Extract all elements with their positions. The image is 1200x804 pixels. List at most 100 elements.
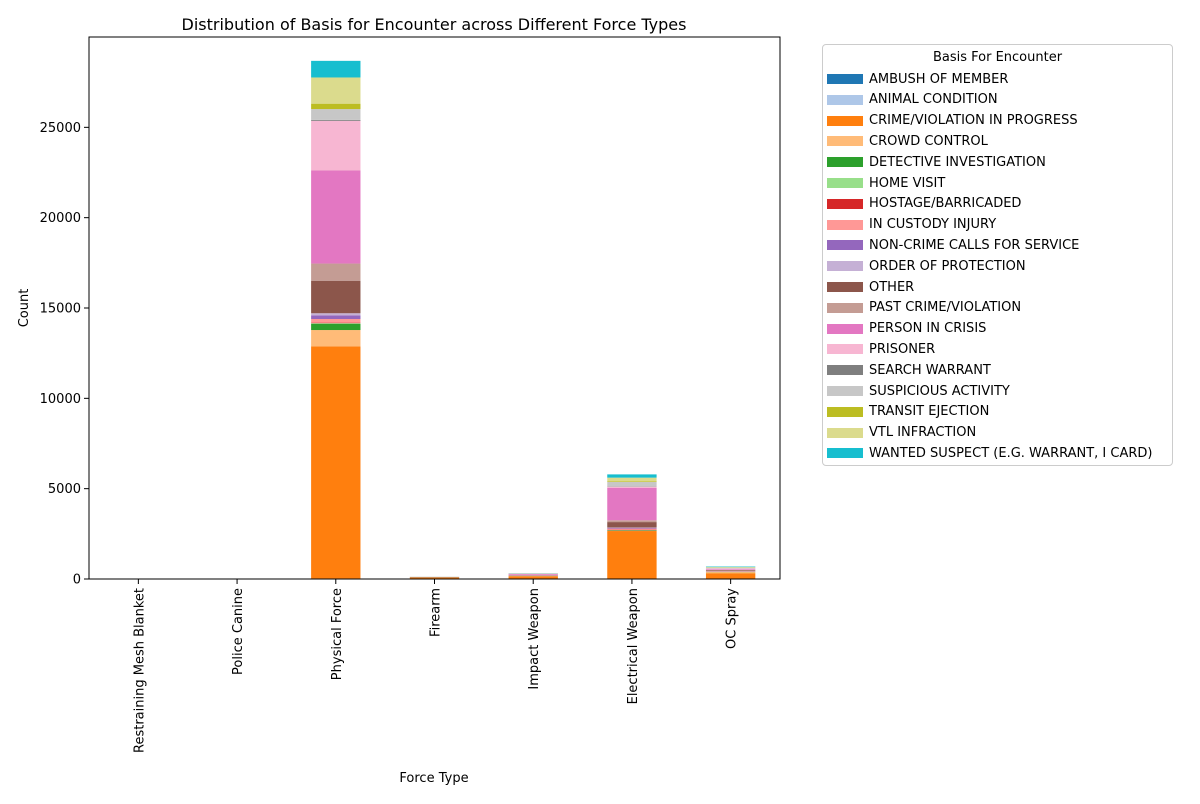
bar-segment: [706, 567, 755, 568]
bar-segment: [706, 570, 755, 571]
bar-segment: [607, 478, 656, 482]
bar-segment: [607, 529, 656, 530]
plot-frame: [89, 37, 780, 579]
bar-segment: [706, 572, 755, 573]
legend-swatch: [827, 261, 863, 271]
bar-segment: [706, 570, 755, 571]
bar-segment: [311, 104, 360, 109]
legend-item: OTHER: [827, 277, 914, 297]
legend-item: HOME VISIT: [827, 173, 945, 193]
legend-swatch: [827, 324, 863, 334]
bar-segment: [706, 573, 755, 579]
legend-label: ANIMAL CONDITION: [869, 92, 998, 107]
bar-segment: [607, 488, 656, 521]
x-tick-label: OC Spray: [725, 588, 740, 649]
y-tick-label: 15000: [40, 302, 81, 317]
legend-label: DETECTIVE INVESTIGATION: [869, 155, 1046, 170]
legend-item: IN CUSTODY INJURY: [827, 215, 996, 235]
y-axis: 0 5000 10000 15000 20000 25000: [40, 121, 89, 588]
bar-segment: [311, 323, 360, 324]
bar-segment: [311, 323, 360, 324]
legend-swatch: [827, 386, 863, 396]
legend-label: CRIME/VIOLATION IN PROGRESS: [869, 113, 1078, 128]
legend-label: TRANSIT EJECTION: [869, 404, 989, 419]
bar-segment: [311, 330, 360, 346]
bar-segment: [607, 530, 656, 531]
bar-segment: [311, 346, 360, 578]
x-tick-label: Restraining Mesh Blanket: [132, 588, 147, 753]
legend-swatch: [827, 448, 863, 458]
legend-swatch: [827, 178, 863, 188]
bars-layer: [114, 61, 756, 579]
legend-swatch: [827, 344, 863, 354]
bar-segment: [311, 264, 360, 281]
y-tick-label: 25000: [40, 121, 81, 136]
bar-segment: [311, 171, 360, 264]
legend-label: SUSPICIOUS ACTIVITY: [869, 384, 1010, 399]
bar-segment: [607, 481, 656, 482]
legend-label: SEARCH WARRANT: [869, 363, 991, 378]
y-tick-label: 0: [73, 573, 81, 588]
legend-swatch: [827, 282, 863, 292]
legend-swatch: [827, 428, 863, 438]
bar-segment: [311, 109, 360, 120]
y-tick-label: 20000: [40, 211, 81, 226]
bar-segment: [706, 567, 755, 568]
bar-segment: [311, 61, 360, 78]
legend-item: VTL INFRACTION: [827, 423, 976, 443]
bar-segment: [607, 520, 656, 522]
legend-swatch: [827, 136, 863, 146]
bar-segment: [607, 522, 656, 527]
legend-item: CROWD CONTROL: [827, 131, 988, 151]
bar-segment: [607, 528, 656, 529]
legend-swatch: [827, 199, 863, 209]
legend-label: PAST CRIME/VIOLATION: [869, 300, 1021, 315]
y-tick-label: 5000: [48, 482, 81, 497]
legend-item: PAST CRIME/VIOLATION: [827, 298, 1021, 318]
legend-swatch: [827, 95, 863, 105]
bar-segment: [607, 530, 656, 531]
legend-swatch: [827, 74, 863, 84]
legend-swatch: [827, 157, 863, 167]
legend-swatch: [827, 220, 863, 230]
legend-item: DETECTIVE INVESTIGATION: [827, 152, 1046, 172]
bar-segment: [311, 121, 360, 171]
x-tick-label: Physical Force: [330, 588, 345, 680]
legend-swatch: [827, 240, 863, 250]
x-tick-label: Impact Weapon: [527, 588, 542, 690]
legend-label: WANTED SUSPECT (E.G. WARRANT, I CARD): [869, 446, 1153, 461]
bar-segment: [311, 319, 360, 323]
legend-item: TRANSIT EJECTION: [827, 402, 989, 422]
legend-swatch: [827, 116, 863, 126]
x-axis: Restraining Mesh Blanket Police Canine Phy…: [132, 579, 739, 753]
legend-label: PERSON IN CRISIS: [869, 321, 986, 336]
y-axis-label: Count: [17, 289, 32, 328]
legend-item: SEARCH WARRANT: [827, 360, 991, 380]
legend-label: OTHER: [869, 280, 914, 295]
x-tick-label: Police Canine: [231, 588, 246, 675]
y-tick-label: 10000: [40, 392, 81, 407]
legend-label: ORDER OF PROTECTION: [869, 259, 1026, 274]
legend-label: VTL INFRACTION: [869, 425, 976, 440]
legend-item: HOSTAGE/BARRICADED: [827, 194, 1021, 214]
legend-item: WANTED SUSPECT (E.G. WARRANT, I CARD): [827, 443, 1153, 463]
x-tick-label: Electrical Weapon: [626, 588, 641, 704]
bar-segment: [311, 77, 360, 103]
legend-item: AMBUSH OF MEMBER: [827, 69, 1008, 89]
legend-swatch: [827, 365, 863, 375]
x-tick-label: Firearm: [429, 588, 444, 637]
bar-segment: [607, 487, 656, 488]
legend-item: PERSON IN CRISIS: [827, 319, 986, 339]
bar-segment: [706, 568, 755, 569]
legend-item: ORDER OF PROTECTION: [827, 256, 1026, 276]
bar-segment: [607, 482, 656, 487]
legend-item: SUSPICIOUS ACTIVITY: [827, 381, 1010, 401]
legend-swatch: [827, 303, 863, 313]
legend-label: IN CUSTODY INJURY: [869, 217, 996, 232]
chart-title: Distribution of Basis for Encounter acro…: [182, 15, 687, 34]
legend-item: CRIME/VIOLATION IN PROGRESS: [827, 111, 1078, 131]
legend-label: HOME VISIT: [869, 176, 945, 191]
bar-segment: [706, 569, 755, 570]
